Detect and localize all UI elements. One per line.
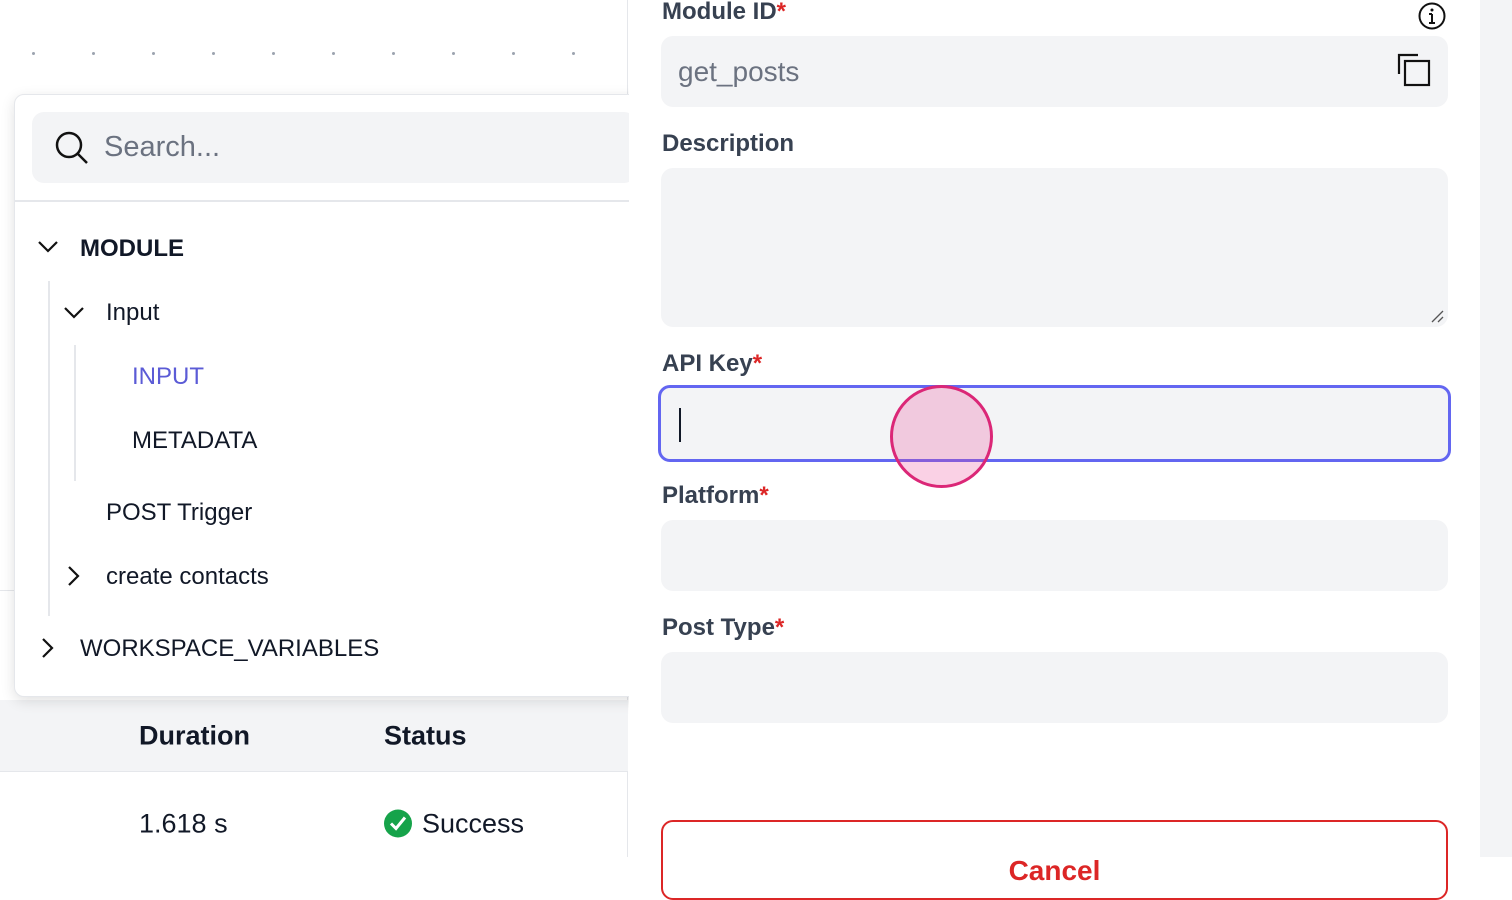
text-caret: [679, 408, 681, 442]
table-row[interactable]: 1.618 s Success: [0, 773, 628, 873]
grid-dot: [272, 52, 275, 55]
tree-item-workspace-variables[interactable]: WORKSPACE_VARIABLES: [80, 635, 380, 662]
duration-cell: 1.618 s: [139, 808, 228, 839]
description-label: Description: [662, 130, 795, 157]
api-key-label: API Key*: [662, 350, 763, 377]
chevron-down-icon[interactable]: [37, 240, 59, 254]
tree-guide: [74, 345, 76, 481]
column-status: Status: [384, 720, 467, 750]
dot-grid: [0, 52, 628, 56]
grid-dot: [392, 52, 395, 55]
tree-item-metadata[interactable]: METADATA: [132, 427, 258, 454]
post-type-label: Post Type*: [662, 614, 785, 641]
chevron-right-icon[interactable]: [67, 565, 81, 587]
status-text: Success: [422, 808, 525, 839]
chevron-right-icon[interactable]: [41, 637, 55, 659]
tree-item-input[interactable]: Input: [106, 299, 160, 326]
platform-label: Platform*: [662, 482, 769, 509]
table-header: Duration Status: [0, 700, 628, 772]
post-type-input[interactable]: [661, 652, 1448, 723]
search-box[interactable]: [32, 112, 636, 183]
resize-handle-icon[interactable]: [1430, 309, 1444, 323]
grid-dot: [572, 52, 575, 55]
column-duration: Duration: [139, 720, 250, 750]
grid-dot: [32, 52, 35, 55]
module-id-input[interactable]: [661, 36, 1448, 107]
grid-dot: [152, 52, 155, 55]
info-icon[interactable]: [1417, 1, 1447, 31]
chevron-down-icon[interactable]: [63, 306, 85, 320]
module-id-label: Module ID*: [662, 0, 786, 25]
platform-input[interactable]: [661, 520, 1448, 591]
grid-dot: [452, 52, 455, 55]
api-key-input[interactable]: [658, 385, 1451, 462]
grid-dot: [92, 52, 95, 55]
search-input[interactable]: [104, 112, 604, 183]
variable-picker-popup: MODULE Input INPUT METADATA POST Trigger…: [14, 94, 652, 697]
cancel-button[interactable]: Cancel: [661, 820, 1448, 900]
check-circle-icon: [384, 809, 412, 838]
tree-item-module[interactable]: MODULE: [80, 235, 184, 262]
tree-guide: [48, 281, 50, 616]
description-textarea[interactable]: [661, 168, 1448, 327]
click-indicator: [890, 385, 993, 488]
divider: [15, 200, 651, 202]
grid-dot: [332, 52, 335, 55]
copy-icon[interactable]: [1396, 52, 1432, 88]
scroll-gutter: [1480, 0, 1512, 857]
grid-dot: [512, 52, 515, 55]
tree-item-input-field[interactable]: INPUT: [132, 363, 204, 390]
tree-item-post-trigger[interactable]: POST Trigger: [106, 499, 253, 526]
status-cell: Success: [384, 809, 524, 840]
module-id-field[interactable]: [661, 36, 1448, 107]
description-field[interactable]: [661, 168, 1448, 327]
grid-dot: [212, 52, 215, 55]
tree-item-create-contacts[interactable]: create contacts: [106, 563, 269, 590]
search-icon: [55, 131, 88, 164]
